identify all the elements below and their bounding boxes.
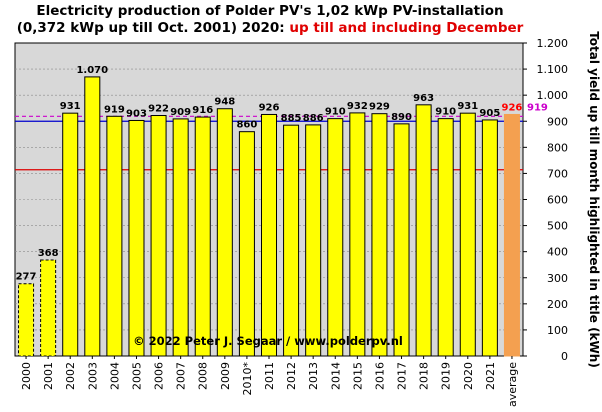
data-label: 885 (281, 113, 302, 124)
x-tick-label: 2017 (396, 362, 409, 390)
data-label: 860 (236, 120, 257, 131)
bar-2017 (393, 123, 410, 357)
bar-2003 (84, 76, 101, 357)
reference-line-label: 919 (527, 102, 548, 113)
bar-2016 (371, 113, 388, 357)
bar-2000 (18, 283, 35, 357)
data-label: 931 (457, 101, 478, 112)
bar-2005 (128, 119, 145, 357)
data-label: 922 (148, 104, 169, 115)
bar-2007 (172, 118, 189, 357)
y-tick-label: 1.200 (537, 37, 569, 50)
y-tick-label: 400 (547, 246, 568, 259)
x-tick-label: 2010* (241, 362, 254, 396)
data-label: 1.070 (76, 65, 108, 76)
x-tick-label: 2021 (484, 362, 497, 390)
data-label: 926 (259, 102, 280, 113)
x-tick-label: 2005 (130, 362, 143, 390)
x-tick-label: 2014 (329, 362, 342, 390)
data-label: 931 (60, 101, 81, 112)
y-tick-label: 0 (561, 350, 568, 363)
x-tick-label: 2001 (42, 362, 55, 390)
x-tick-label: 2008 (197, 362, 210, 390)
y-tick-label: 100 (547, 324, 568, 337)
data-label: 910 (435, 107, 456, 118)
data-label: 948 (214, 97, 235, 108)
x-tick-label: 2007 (175, 362, 188, 390)
x-tick-label: 2000 (20, 362, 33, 390)
x-tick-label: 2016 (373, 362, 386, 390)
bar-2008 (194, 116, 211, 357)
data-label: 916 (192, 105, 213, 116)
y-tick-label: 700 (547, 167, 568, 180)
data-label: 368 (38, 248, 59, 259)
x-tick-label: 2003 (86, 362, 99, 390)
x-tick-label: 2015 (351, 362, 364, 390)
data-label: 909 (170, 107, 191, 118)
bar-2012 (283, 124, 300, 357)
data-label: 929 (369, 102, 390, 113)
y-tick-label: 200 (547, 298, 568, 311)
y-tick-label: 1.000 (537, 89, 569, 102)
x-tick-label: 2013 (307, 362, 320, 390)
x-tick-label: average (506, 362, 519, 407)
data-label: 963 (413, 93, 434, 104)
data-label: 903 (126, 108, 147, 119)
data-label: 277 (16, 272, 37, 283)
data-label: 926 (502, 102, 523, 113)
bar-average (503, 113, 520, 357)
bar-2020 (459, 112, 476, 357)
bar-2001 (40, 259, 57, 357)
bar-2002 (62, 112, 79, 357)
data-label: 890 (391, 112, 412, 123)
y-tick-label: 900 (547, 115, 568, 128)
bar-2021 (481, 119, 498, 357)
chart-title-line2: (0,372 kWp up till Oct. 2001) 2020: up t… (0, 20, 540, 36)
bar-2011 (260, 113, 278, 357)
x-tick-label: 2011 (263, 362, 276, 390)
y-tick-label: 500 (547, 220, 568, 233)
bar-2004 (106, 115, 123, 357)
y-tick-label: 300 (547, 272, 568, 285)
y-axis-label: Total yield up till month highlighted in… (587, 31, 601, 368)
bar-2013 (305, 124, 322, 357)
x-tick-label: 2019 (440, 362, 453, 390)
y-tick-label: 600 (547, 194, 568, 207)
bar-2010-star (238, 131, 255, 357)
title-prefix: (0,372 kWp up till Oct. 2001) 2020: (16, 20, 290, 36)
bar-2014 (327, 118, 344, 357)
chart-title-line1: Electricity production of Polder PV's 1,… (36, 3, 504, 19)
copyright-note: © 2022 Peter J. Segaar / www.polderpv.nl (133, 334, 403, 348)
data-label: 910 (325, 107, 346, 118)
data-label: 919 (104, 104, 125, 115)
x-tick-label: 2004 (108, 362, 121, 390)
data-label: 905 (479, 108, 500, 119)
x-tick-label: 2020 (462, 362, 475, 390)
bar-2019 (437, 118, 454, 357)
x-tick-label: 2018 (418, 362, 431, 390)
x-tick-label: 2006 (153, 362, 166, 390)
y-tick-label: 1.100 (537, 63, 569, 76)
x-tick-label: 2012 (285, 362, 298, 390)
title-highlight: up till and including December (289, 20, 524, 36)
bar-2018 (415, 104, 432, 357)
bar-2009 (216, 108, 233, 357)
x-tick-label: 2002 (64, 362, 77, 390)
x-tick-label: 2009 (219, 362, 232, 390)
bar-2015 (349, 112, 366, 357)
y-tick-label: 800 (547, 141, 568, 154)
data-label: 932 (347, 101, 368, 112)
data-label: 886 (303, 113, 324, 124)
bar-2006 (150, 115, 167, 357)
